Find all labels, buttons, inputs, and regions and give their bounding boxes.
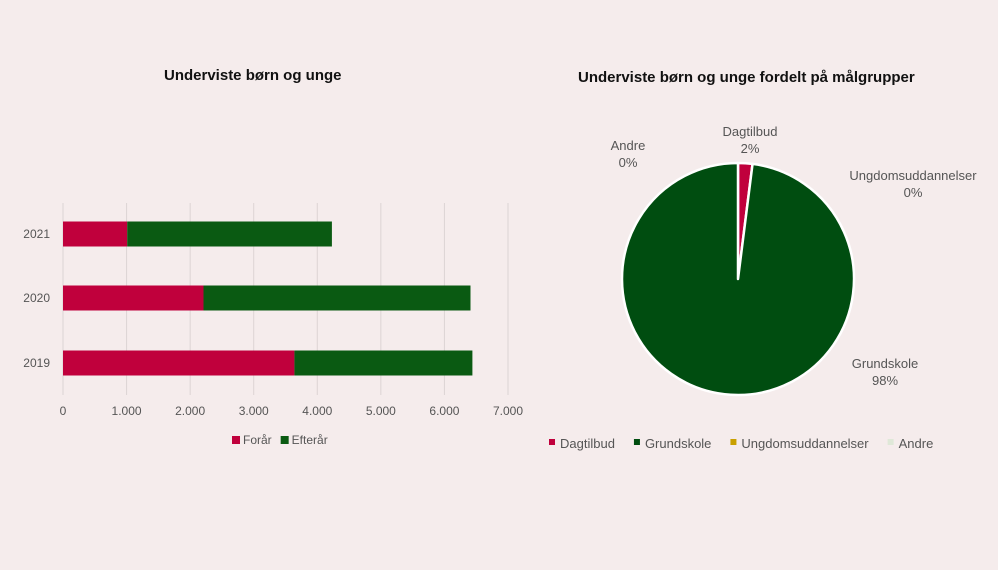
bar-chart-title: Underviste børn og unge xyxy=(164,67,342,84)
bar-segment xyxy=(127,221,332,247)
legend-swatch xyxy=(730,439,737,445)
legend-swatch xyxy=(887,439,894,445)
legend-label: Andre xyxy=(899,436,934,451)
legend-swatch xyxy=(280,436,289,444)
y-tick-label: 2019 xyxy=(23,356,50,370)
bar-segment xyxy=(203,285,471,311)
pie-label-name: Grundskole xyxy=(852,356,918,371)
bar-segment xyxy=(63,350,295,376)
pie-label-value: 98% xyxy=(872,373,898,388)
pie-label-name: Andre xyxy=(611,138,646,153)
legend-label: Forår xyxy=(243,433,272,447)
bar-segment xyxy=(294,350,473,376)
bar-segment xyxy=(63,285,204,311)
legend-label: Grundskole xyxy=(645,436,711,451)
legend-swatch xyxy=(232,436,240,444)
y-tick-label: 2021 xyxy=(23,227,50,241)
legend-label: Dagtilbud xyxy=(560,436,615,451)
x-tick-label: 2.000 xyxy=(175,404,205,418)
pie-chart-title: Underviste børn og unge fordelt på målgr… xyxy=(578,69,915,86)
pie-label-value: 2% xyxy=(741,141,760,156)
bar-segment xyxy=(63,221,128,247)
x-tick-label: 1.000 xyxy=(112,404,142,418)
pie-label-name: Dagtilbud xyxy=(723,124,778,139)
x-tick-label: 0 xyxy=(60,404,67,418)
pie-label-value: 0% xyxy=(904,185,923,200)
pie-label-value: 0% xyxy=(619,155,638,170)
x-tick-label: 7.000 xyxy=(493,404,523,418)
legend-swatch xyxy=(633,439,640,445)
legend-label: Ungdomsuddannelser xyxy=(741,436,869,451)
x-tick-label: 4.000 xyxy=(302,404,332,418)
y-tick-label: 2020 xyxy=(23,291,50,305)
pie-label-name: Ungdomsuddannelser xyxy=(849,168,977,183)
legend-label: Efterår xyxy=(292,433,328,447)
x-tick-label: 5.000 xyxy=(366,404,396,418)
pie-slice xyxy=(620,161,856,397)
x-tick-label: 6.000 xyxy=(429,404,459,418)
x-tick-label: 3.000 xyxy=(239,404,269,418)
legend-swatch xyxy=(549,439,555,445)
